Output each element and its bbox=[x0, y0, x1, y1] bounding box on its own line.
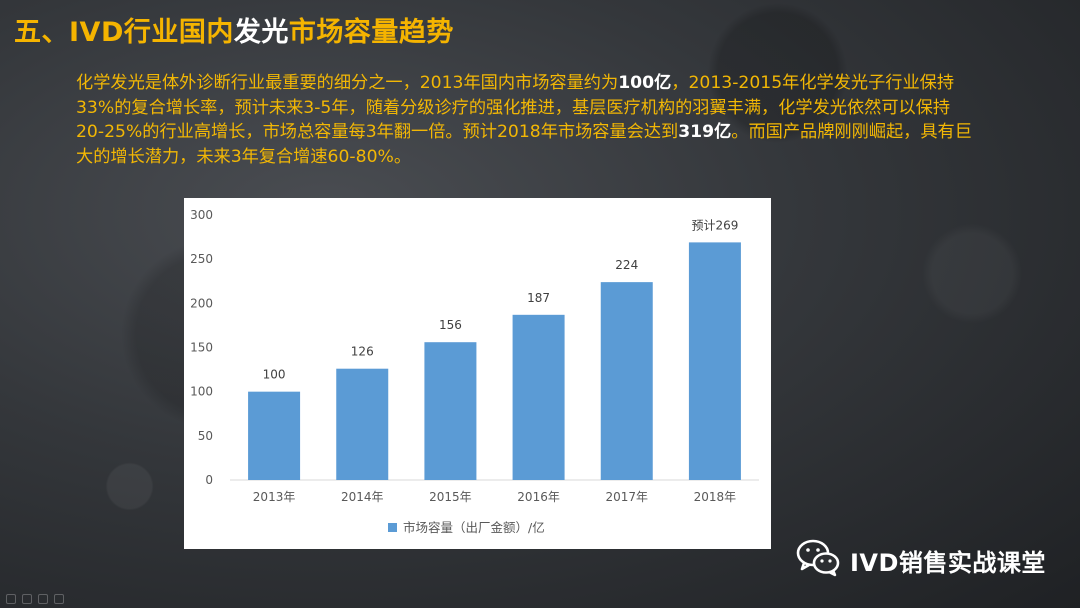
data-label: 224 bbox=[615, 258, 638, 272]
x-tick-label: 2013年 bbox=[253, 490, 296, 504]
watermark: IVD销售实战课堂 bbox=[796, 538, 1046, 582]
title-part-1: 五、IVD行业国内 bbox=[14, 17, 234, 48]
page-title: 五、IVD行业国内发光市场容量趋势 bbox=[14, 10, 454, 49]
y-tick-label: 50 bbox=[198, 429, 213, 443]
y-tick-label: 100 bbox=[190, 385, 213, 399]
y-tick-label: 150 bbox=[190, 341, 213, 355]
bar bbox=[512, 314, 565, 480]
tool-prev-icon[interactable] bbox=[6, 594, 16, 604]
watermark-text: IVD销售实战课堂 bbox=[850, 548, 1046, 577]
y-tick-label: 0 bbox=[205, 473, 213, 487]
tool-menu-icon[interactable] bbox=[54, 594, 64, 604]
intro-text-2: ，2013-2015年化学发光子行业保持33%的复合增长率，预计未来3-5年，随… bbox=[76, 73, 955, 142]
x-tick-label: 2015年 bbox=[429, 490, 472, 504]
y-tick-label: 250 bbox=[190, 252, 213, 266]
title-part-2: 发光 bbox=[233, 17, 289, 48]
x-tick-label: 2016年 bbox=[517, 490, 560, 504]
bar-chart: 0 50 100 150 200 250 300 100 2013年 126 2014年 156 201… bbox=[190, 208, 759, 535]
data-label: 126 bbox=[351, 345, 374, 359]
data-label: 187 bbox=[527, 291, 550, 305]
intro-highlight-1: 100亿 bbox=[618, 73, 672, 93]
y-tick-label: 200 bbox=[190, 296, 213, 310]
legend-swatch bbox=[388, 523, 397, 532]
slideshow-toolbar bbox=[6, 594, 64, 604]
intro-text-1: 化学发光是体外诊断行业最重要的细分之一，2013年国内市场容量约为 bbox=[76, 73, 619, 93]
data-label: 100 bbox=[263, 368, 286, 382]
title-part-3: 市场容量趋势 bbox=[288, 17, 454, 48]
bar bbox=[424, 342, 477, 480]
intro-highlight-2: 319亿 bbox=[678, 122, 732, 142]
y-tick-label: 300 bbox=[190, 208, 213, 222]
bar bbox=[600, 282, 653, 480]
legend-label: 市场容量（出厂金额）/亿 bbox=[403, 520, 545, 535]
x-tick-label: 2014年 bbox=[341, 490, 384, 504]
intro-paragraph: 化学发光是体外诊断行业最重要的细分之一，2013年国内市场容量约为100亿，20… bbox=[76, 71, 976, 169]
data-label: 156 bbox=[439, 318, 462, 332]
x-tick-label: 2018年 bbox=[694, 490, 737, 504]
data-label: 预计269 bbox=[691, 218, 738, 232]
x-tick-label: 2017年 bbox=[605, 490, 648, 504]
bar bbox=[688, 242, 741, 480]
tool-pen-icon[interactable] bbox=[38, 594, 48, 604]
intro-text-3: 。而国产品牌刚刚崛起，具有巨大的增长潜力，未来3年复合增速60-80%。 bbox=[76, 122, 972, 167]
chart-container: 0 50 100 150 200 250 300 100 2013年 126 2014年 156 201… bbox=[184, 198, 771, 549]
wechat-icon bbox=[796, 538, 840, 582]
bar bbox=[336, 368, 389, 480]
bar bbox=[248, 391, 301, 480]
tool-next-icon[interactable] bbox=[22, 594, 32, 604]
